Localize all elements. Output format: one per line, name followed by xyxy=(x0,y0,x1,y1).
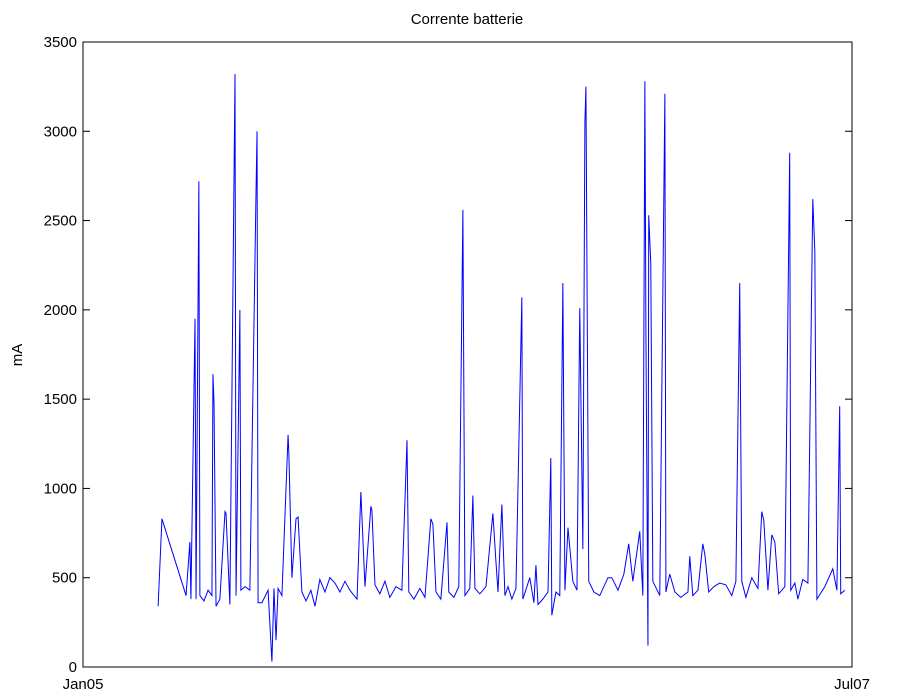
y-tick-label: 1500 xyxy=(44,391,77,408)
y-tick-label: 1000 xyxy=(44,480,77,497)
y-tick-label: 2500 xyxy=(44,213,77,230)
x-tick-label: Jan05 xyxy=(63,676,104,693)
y-tick-label: 0 xyxy=(69,659,77,676)
y-tick-label: 2000 xyxy=(44,302,77,319)
chart-title: Corrente batterie xyxy=(411,11,524,28)
y-tick-label: 3000 xyxy=(44,123,77,140)
plot-frame xyxy=(82,41,853,668)
y-tick-label: 500 xyxy=(52,570,77,587)
data-line xyxy=(157,74,846,662)
y-tick-label: 3500 xyxy=(44,34,77,51)
y-axis-label: mA xyxy=(9,344,26,367)
x-tick-label: Jul07 xyxy=(834,676,870,693)
